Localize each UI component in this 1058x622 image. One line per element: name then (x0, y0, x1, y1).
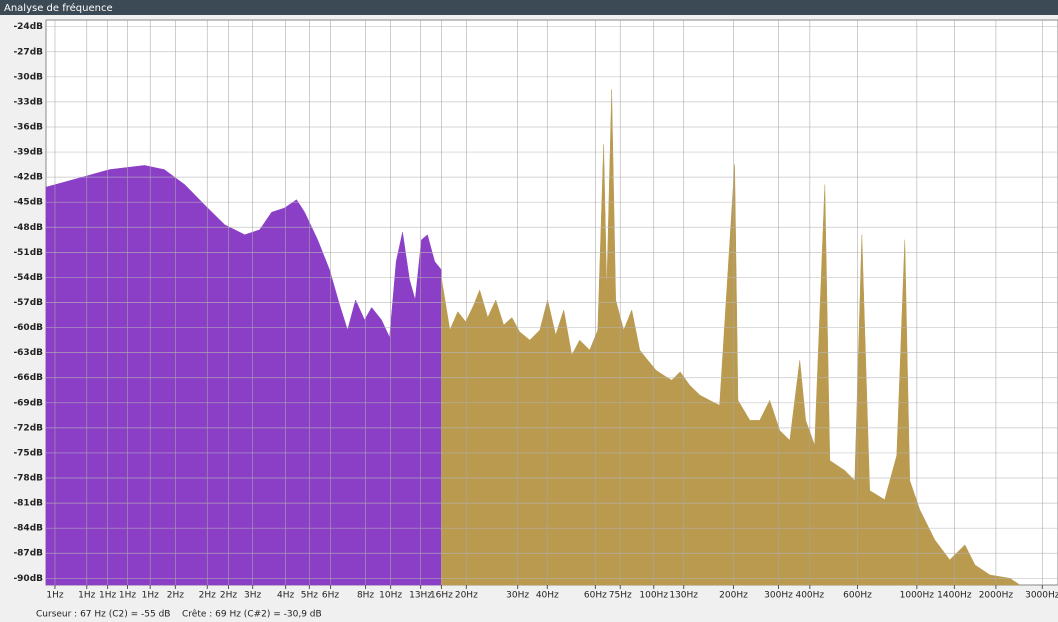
y-tick-label: -57dB (13, 298, 43, 308)
x-tick-label: 30Hz (506, 591, 529, 601)
x-tick-label: 2Hz (199, 591, 216, 601)
x-tick-label: 130Hz (669, 591, 698, 601)
y-tick-label: -45dB (13, 198, 43, 208)
x-tick-label: 1Hz (119, 591, 136, 601)
x-tick-label: 1000Hz (900, 591, 935, 601)
y-tick-label: -48dB (13, 223, 43, 233)
y-tick-label: -75dB (13, 448, 43, 458)
x-tick-label: 1Hz (78, 591, 95, 601)
y-tick-label: -39dB (13, 148, 43, 158)
x-tick-label: 4Hz (277, 591, 294, 601)
x-tick-label: 400Hz (795, 591, 824, 601)
y-tick-label: -30dB (13, 72, 43, 82)
x-tick-label: 10Hz (379, 591, 402, 601)
title-bar (0, 0, 1058, 15)
cursor-status: Curseur : 67 Hz (C2) = -55 dB (36, 610, 170, 620)
x-tick-label: 8Hz (357, 591, 374, 601)
x-tick-label: 1Hz (46, 591, 63, 601)
peak-status: Crête : 69 Hz (C#2) = -30,9 dB (182, 609, 322, 620)
x-tick-label: 3000Hz (1025, 591, 1058, 601)
y-tick-label: -84dB (13, 524, 43, 534)
y-tick-label: -33dB (13, 97, 43, 107)
x-tick-label: 40Hz (536, 591, 559, 601)
x-tick-label: 16Hz (430, 591, 453, 601)
x-tick-label: 3Hz (244, 591, 261, 601)
x-tick-label: 100Hz (639, 591, 668, 601)
x-tick-label: 300Hz (764, 591, 793, 601)
y-tick-label: -81dB (13, 499, 43, 509)
x-tick-label: 60Hz (584, 591, 607, 601)
x-tick-label: 1Hz (142, 591, 159, 601)
x-tick-label: 6Hz (322, 591, 339, 601)
x-tick-label: 20Hz (455, 591, 478, 601)
y-tick-label: -60dB (13, 323, 43, 333)
x-tick-label: 2Hz (220, 591, 237, 601)
y-tick-label: -54dB (13, 273, 43, 283)
y-tick-label: -63dB (13, 348, 43, 358)
x-tick-label: 75Hz (609, 591, 632, 601)
x-tick-label: 2000Hz (979, 591, 1014, 601)
y-tick-label: -87dB (13, 549, 43, 559)
x-tick-label: 13Hz (409, 591, 432, 601)
spectrum-area (441, 89, 1021, 586)
x-tick-label: 1400Hz (937, 591, 972, 601)
y-tick-label: -72dB (13, 423, 43, 433)
x-tick-label: 1Hz (99, 591, 116, 601)
y-tick-label: -51dB (13, 248, 43, 258)
y-tick-label: -78dB (13, 474, 43, 484)
y-tick-label: -24dB (13, 22, 43, 32)
x-tick-label: 200Hz (719, 591, 748, 601)
y-tick-label: -66dB (13, 373, 43, 383)
y-tick-label: -90dB (13, 574, 43, 584)
y-tick-label: -27dB (13, 47, 43, 57)
x-tick-label: 600Hz (843, 591, 872, 601)
window-title: Analyse de fréquence (4, 2, 113, 14)
y-tick-label: -42dB (13, 173, 43, 183)
y-tick-label: -69dB (13, 398, 43, 408)
x-tick-label: 2Hz (167, 591, 184, 601)
y-tick-label: -36dB (13, 122, 43, 132)
x-tick-label: 5Hz (301, 591, 318, 601)
